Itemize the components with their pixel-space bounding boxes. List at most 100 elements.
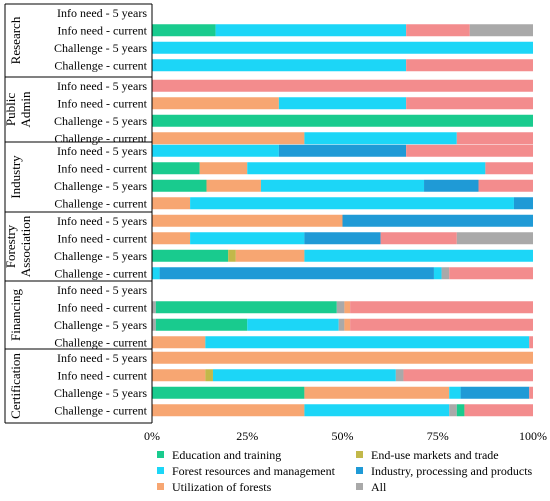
bar-2-2-0 [152,179,207,192]
bar-3-2-0 [152,249,229,262]
bar-4-1-0 [152,301,156,314]
group-label: ForestryAssociation [3,215,33,277]
row-label: Info need - current [57,96,147,110]
bar-4-2-0 [152,318,156,331]
bar-2-0-0 [152,144,279,157]
bar-1-2-0 [152,114,533,127]
bar-3-3-1 [159,267,434,280]
row-label: Challenge - 5 years [54,179,147,193]
bar-4-2-4 [344,318,351,331]
legend-swatch [356,467,363,474]
bar-2-1-3 [485,162,533,175]
bar-2-3-0 [152,197,191,210]
bar-1-3-2 [456,132,533,145]
bar-2-0-1 [278,144,407,157]
bar-4-2-2 [247,318,339,331]
bar-5-2-4 [529,386,533,399]
legend-swatch [157,483,164,490]
bar-3-3-3 [441,267,450,280]
bar-5-1-2 [212,369,396,382]
bar-5-3-3 [456,404,465,417]
x-tick-label: 100% [519,429,547,443]
row-label: Info need - current [57,300,147,314]
group-label: Certification [8,353,23,419]
row-label: Challenge - current [54,58,147,72]
bar-0-1-0 [152,24,216,37]
row-label: Challenge - 5 years [54,318,147,332]
bar-2-1-2 [247,162,486,175]
row-label: Info need - 5 years [57,351,147,365]
bar-3-1-3 [380,232,457,245]
bar-4-1-3 [344,301,351,314]
bar-3-3-0 [152,267,160,280]
bar-2-1-1 [199,162,248,175]
bar-2-2-2 [260,179,425,192]
bar-0-2-0 [152,41,533,54]
row-label: Challenge - current [54,266,147,280]
bar-4-1-4 [350,301,533,314]
bar-4-3-1 [205,336,530,349]
bar-5-2-1 [304,386,450,399]
bar-2-0-2 [406,144,533,157]
row-label: Info need - 5 years [57,214,147,228]
row-label: Info need - 5 years [57,6,147,20]
bar-1-0-0 [152,79,533,92]
bar-3-2-1 [228,249,236,262]
legend-label: All [371,480,387,494]
row-label: Info need - 5 years [57,283,147,297]
legend-swatch [157,467,164,474]
legend-swatch [356,451,363,458]
bar-0-3-0 [152,59,407,72]
bar-1-1-0 [152,97,279,110]
bar-3-1-2 [304,232,381,245]
bar-0-1-3 [469,24,533,37]
row-label: Challenge - current [54,403,147,417]
bar-3-1-1 [190,232,305,245]
bar-2-3-1 [190,197,514,210]
bar-4-2-5 [350,318,533,331]
row-label: Challenge - current [54,196,147,210]
bar-1-3-1 [304,132,457,145]
row-label: Challenge - 5 years [54,41,147,55]
bar-3-0-1 [342,214,533,227]
row-label: Info need - current [57,231,147,245]
x-tick-label: 50% [332,429,354,443]
legend-label: Forest resources and management [172,464,336,478]
bar-2-3-2 [513,197,533,210]
bar-3-0-0 [152,214,343,227]
bar-4-3-2 [529,336,533,349]
legend-label: End-use markets and trade [371,448,499,462]
bar-3-2-2 [235,249,305,262]
bar-5-1-3 [395,369,404,382]
legend-label: Utilization of forests [172,480,272,494]
bar-0-1-1 [215,24,407,37]
legend-swatch [157,451,164,458]
bar-1-3-0 [152,132,305,145]
bar-4-1-2 [336,301,345,314]
bar-5-1-4 [403,369,533,382]
row-label: Info need - current [57,368,147,382]
group-label: Industry [8,155,23,199]
bar-2-1-0 [152,162,200,175]
bar-4-2-1 [155,318,248,331]
x-tick-label: 25% [236,429,258,443]
group-label: PublicAdmin [3,91,33,128]
bar-1-1-2 [406,97,533,110]
legend-swatch [356,483,363,490]
row-label: Info need - current [57,161,147,175]
bar-1-1-1 [278,97,407,110]
row-label: Challenge - 5 years [54,249,147,263]
bar-4-3-0 [152,336,206,349]
legend-label: Education and training [172,448,281,462]
bar-5-3-2 [449,404,457,417]
bar-5-0-0 [152,351,533,364]
bar-4-1-1 [155,301,337,314]
bar-0-1-2 [406,24,470,37]
bar-5-2-2 [449,386,461,399]
bar-5-3-4 [464,404,533,417]
x-tick-label: 75% [427,429,449,443]
bar-5-1-0 [152,369,206,382]
bar-3-2-3 [304,249,533,262]
bar-5-2-3 [460,386,530,399]
